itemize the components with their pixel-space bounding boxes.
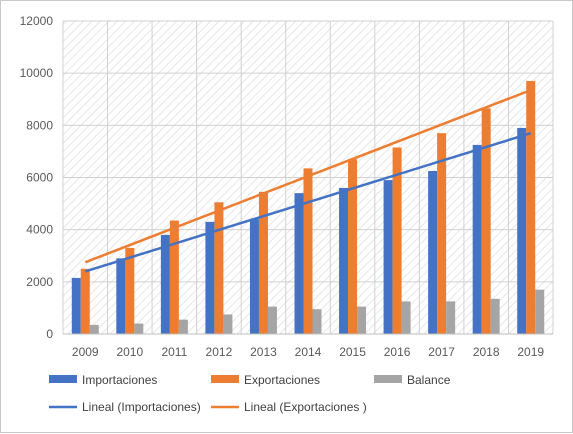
x-tick-label: 2011 xyxy=(161,345,187,359)
legend-label: Balance xyxy=(407,373,451,387)
x-tick-label: 2014 xyxy=(295,345,322,359)
bar-importaciones xyxy=(339,187,349,334)
y-tick-label: 8000 xyxy=(26,118,53,132)
bar-importaciones xyxy=(71,277,81,334)
y-tick-label: 4000 xyxy=(26,223,53,237)
x-tick-label: 2017 xyxy=(428,345,455,359)
bar-balance xyxy=(178,319,188,334)
bar-exportaciones xyxy=(392,147,402,334)
bar-importaciones xyxy=(205,221,215,334)
y-tick-label: 12000 xyxy=(20,14,54,28)
legend-swatch xyxy=(49,375,77,383)
x-tick-label: 2015 xyxy=(339,345,366,359)
trendline xyxy=(84,131,532,273)
bar-exportaciones xyxy=(258,191,268,334)
bar-exportaciones xyxy=(526,80,536,334)
legend-label: Lineal (Importaciones) xyxy=(82,400,201,414)
x-tick-label: 2013 xyxy=(250,345,277,359)
bar-importaciones xyxy=(116,258,126,334)
bar-importaciones xyxy=(383,180,393,334)
y-tick-label: 2000 xyxy=(26,275,53,289)
x-tick-label: 2016 xyxy=(384,345,411,359)
bars xyxy=(71,80,545,334)
y-tick-label: 6000 xyxy=(26,171,53,185)
trendlines xyxy=(84,88,532,273)
bar-importaciones xyxy=(428,170,438,334)
legend-swatch xyxy=(374,375,402,383)
bar-exportaciones xyxy=(303,168,313,334)
legend-swatch xyxy=(211,375,239,383)
x-tick-label: 2019 xyxy=(517,345,544,359)
bar-balance xyxy=(490,298,500,334)
bar-exportaciones xyxy=(214,202,224,334)
bar-importaciones xyxy=(160,234,170,334)
bar-exportaciones xyxy=(481,108,491,334)
bar-exportaciones xyxy=(80,268,90,334)
legend: Importaciones Exportaciones Balance Lineal … xyxy=(49,373,451,414)
x-tick-label: 2018 xyxy=(473,345,500,359)
legend-label: Importaciones xyxy=(82,373,157,387)
bar-balance xyxy=(312,309,322,334)
bar-balance xyxy=(446,301,456,334)
bar-balance xyxy=(223,314,233,334)
bar-importaciones xyxy=(294,193,304,334)
bar-exportaciones xyxy=(169,220,179,334)
legend-label: Lineal (Exportaciones ) xyxy=(244,400,367,414)
bar-balance xyxy=(357,306,367,334)
trendline xyxy=(84,88,532,264)
bar-importaciones xyxy=(472,144,482,334)
axes: 0 2000 4000 6000 8000 10000 12000 2009 2010 2011 2… xyxy=(20,14,553,359)
bar-importaciones xyxy=(249,219,259,334)
legend-label: Exportaciones xyxy=(244,373,320,387)
bar-balance xyxy=(267,306,277,334)
bar-balance xyxy=(89,324,99,334)
bar-exportaciones xyxy=(125,247,135,334)
y-tick-label: 0 xyxy=(46,327,53,341)
x-tick-label: 2012 xyxy=(206,345,233,359)
bar-importaciones xyxy=(517,127,527,334)
bar-balance xyxy=(134,323,144,334)
bar-exportaciones xyxy=(437,133,447,334)
x-tick-label: 2010 xyxy=(116,345,143,359)
bar-exportaciones xyxy=(348,159,358,334)
bar-balance xyxy=(401,301,411,334)
y-tick-label: 10000 xyxy=(20,66,54,80)
x-tick-label: 2009 xyxy=(72,345,99,359)
bar-balance xyxy=(535,289,545,334)
